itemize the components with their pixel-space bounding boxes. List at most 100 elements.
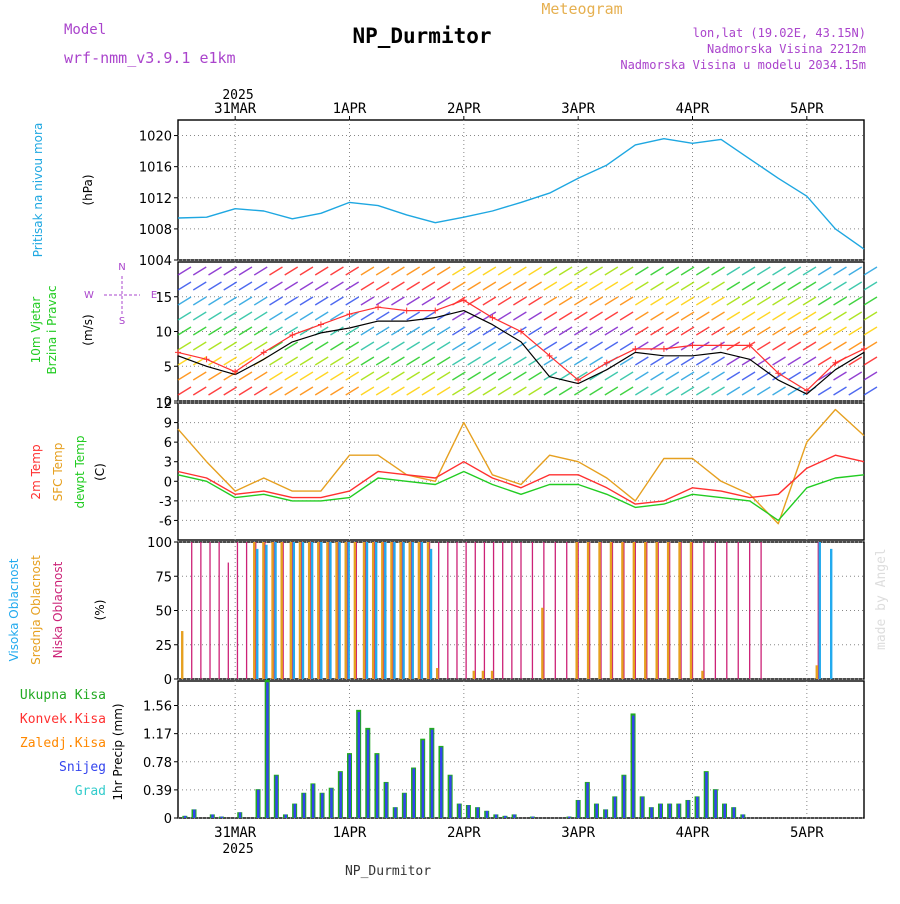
precip-snow-bar-12 [293,803,297,818]
wind-barb [360,281,375,291]
precip-snow-bar-13 [302,793,306,818]
wind-barb [817,386,832,396]
wind-barb [604,341,619,351]
wind-barb [589,311,603,321]
wind-barb [208,281,222,291]
wind-barb [787,371,802,381]
wind-barb [726,326,741,336]
wind-gust-marker-21 [775,370,782,377]
wind-barb [772,386,786,396]
wind-barb [360,296,375,306]
wind-barb [406,386,421,396]
pressure-panel-title: Pritisak na nivou mora [31,123,45,258]
wind-barb [772,341,786,351]
plot-area: 31MAR 31MAR 1APR 1APR 2APR 2APR 3APR 3APR 4APR 4A… [139,101,878,841]
wind-barb [360,356,375,366]
wind-barb [299,296,314,306]
ytick-label-2-6: 12 [155,397,172,412]
wind-barb [513,371,527,381]
precip-snow-bar-23 [394,807,397,818]
ytick-label-1-2: 10 [155,326,172,341]
wind-barb [650,326,664,336]
wind-barb [406,296,421,306]
wind-barb [269,311,283,321]
wind-barb [360,311,375,321]
precip-snow-bar-45 [595,803,598,818]
wind-barb [787,296,802,306]
wind-barb [741,386,756,396]
wind-barb [741,281,756,291]
precip-snow-bar-18 [348,754,351,818]
wind-barb [756,341,771,351]
wind-barb [665,266,680,276]
wind-barb [467,281,482,291]
wind-barb [330,266,344,276]
wind-barb [543,371,558,381]
wind-barb [238,371,253,381]
temp-sfc-label: SFC Temp [51,443,65,502]
wind-barb [406,266,421,276]
bottom-day-label-4: 4APR [676,825,710,841]
wind-barb [650,296,664,306]
wind-barb [741,311,756,321]
wind-barb [711,281,725,291]
wind-barb [284,356,299,366]
wind-barb [314,386,329,396]
wind-barb [314,296,329,306]
wind-barb [314,371,329,381]
wind-barb [863,386,878,396]
wind-gust-marker-6 [346,311,353,318]
wind-barb [726,266,741,276]
wind-barb [695,281,710,291]
wind-barb [573,281,588,291]
wind-barb [497,326,512,336]
wind-barb [497,341,512,351]
wind-barb [177,386,192,396]
wind-barb [482,341,497,351]
precip-legend: Ukupna Kisa Konvek.Kisa Zaledj.Kisa Snijeg G… [20,688,106,799]
wind-barb [558,281,573,291]
wind-barb [619,281,634,291]
wind-barb [375,356,390,366]
wind-barb [680,356,695,366]
wind-barb [436,326,451,336]
wind-barb [208,356,222,366]
wind-barb [330,311,344,321]
wind-barb [573,356,588,366]
wind-barb [269,296,283,306]
wind-barb [177,326,192,336]
wind-barb [269,371,283,381]
wind-barb [299,311,314,321]
temp-dew-line [177,470,865,522]
wind-barb [802,296,817,306]
precip-snow-bar-43 [577,800,580,818]
wind-barb [391,326,405,336]
wind-barb [497,296,512,306]
ytick-label-0-0: 1004 [139,254,172,269]
precip-snow-bar-10 [275,775,278,818]
wind-barb [208,296,222,306]
wind-barb [299,356,314,366]
wind-barb [299,386,314,396]
wind-barb [833,311,847,321]
wind-barb [787,311,802,321]
wind-barb [375,371,390,381]
precip-snow-bar-56 [696,796,699,818]
wind-barb [756,311,771,321]
wind-barb [558,311,573,321]
wind-barb [848,296,863,306]
wind-barb [619,296,634,306]
wind-barb [619,266,634,276]
wind-barb [726,311,741,321]
wind-barb [223,311,238,321]
precip-snow-bar-21 [375,754,379,818]
wind-speed-line [177,310,865,395]
footer-station: NP_Durmitor [345,864,431,879]
wind-barb [711,386,725,396]
precip-snow-bar-48 [622,775,626,818]
wind-barb [604,311,619,321]
temp-sfc-line [177,408,865,525]
precip-snow-bar-34 [494,814,498,818]
wind-barb [452,386,466,396]
